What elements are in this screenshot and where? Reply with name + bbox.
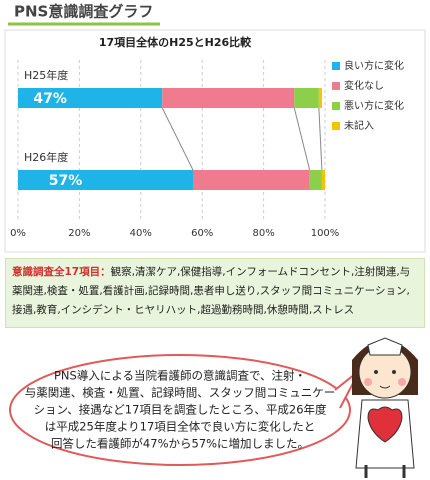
bar-segment bbox=[162, 88, 295, 108]
note-box: 意識調査全17項目：観察,清潔ケア,保健指導,インフォームドコンセント,注射関連… bbox=[5, 258, 425, 328]
connector-line bbox=[293, 107, 311, 171]
bar-segment bbox=[321, 170, 325, 190]
x-tick-label: 40% bbox=[130, 228, 152, 239]
data-label: 57% bbox=[49, 173, 83, 189]
legend-swatch bbox=[332, 82, 340, 90]
legend-label: 悪い方に変化 bbox=[344, 99, 404, 112]
note-body: 観察,清潔ケア,保健指導,インフォームドコンセント,注射関連,与薬関連,検査・処… bbox=[12, 266, 411, 316]
category-label: H26年度 bbox=[24, 150, 68, 164]
x-tick-label: 80% bbox=[252, 228, 274, 239]
x-tick-label: 0% bbox=[10, 228, 26, 239]
chart-frame bbox=[4, 29, 426, 253]
x-tick-label: 20% bbox=[68, 228, 90, 239]
legend-swatch bbox=[332, 122, 340, 130]
connector-line bbox=[318, 107, 323, 171]
nurse-illustration bbox=[352, 337, 418, 478]
note-heading: 意識調査全17項目： bbox=[12, 266, 111, 278]
legend-swatch bbox=[332, 102, 340, 110]
legend-label: 良い方に変化 bbox=[344, 59, 404, 72]
x-tick-label: 60% bbox=[191, 228, 213, 239]
chart-title: 17項目全体のH25とH26比較 bbox=[99, 35, 252, 49]
bubble-text: ション、接遇など17項目を調査したところ、平成26年度 bbox=[33, 403, 327, 417]
legend-swatch bbox=[332, 62, 340, 70]
bubble-text: 回答した看護師が47%から57%に増加しました。 bbox=[51, 437, 309, 451]
bar-segment bbox=[18, 88, 163, 108]
category-label: H25年度 bbox=[24, 68, 68, 82]
bar-segment bbox=[18, 170, 193, 190]
bar-segment bbox=[294, 88, 319, 108]
bubble-text: は平成25年度より17項目全体で良い方に変化したと bbox=[45, 420, 316, 434]
bubble-text: 与薬関連、検査・処置、記録時間、スタッフ間コミュニケー bbox=[25, 386, 336, 400]
page-title: PNS意識調査グラフ bbox=[14, 3, 153, 21]
speech-bubble bbox=[9, 354, 351, 466]
bar-segment bbox=[309, 170, 322, 190]
legend-label: 未記入 bbox=[344, 119, 374, 132]
connector-line bbox=[161, 107, 194, 171]
bubble-text: PNS導入による当院看護師の意識調査で、注射・ bbox=[54, 369, 306, 383]
data-label: 47% bbox=[33, 91, 67, 107]
bar-segment bbox=[192, 170, 310, 190]
x-tick-label: 100% bbox=[311, 228, 340, 239]
bar-segment bbox=[318, 88, 322, 108]
legend-label: 変化なし bbox=[344, 79, 384, 92]
